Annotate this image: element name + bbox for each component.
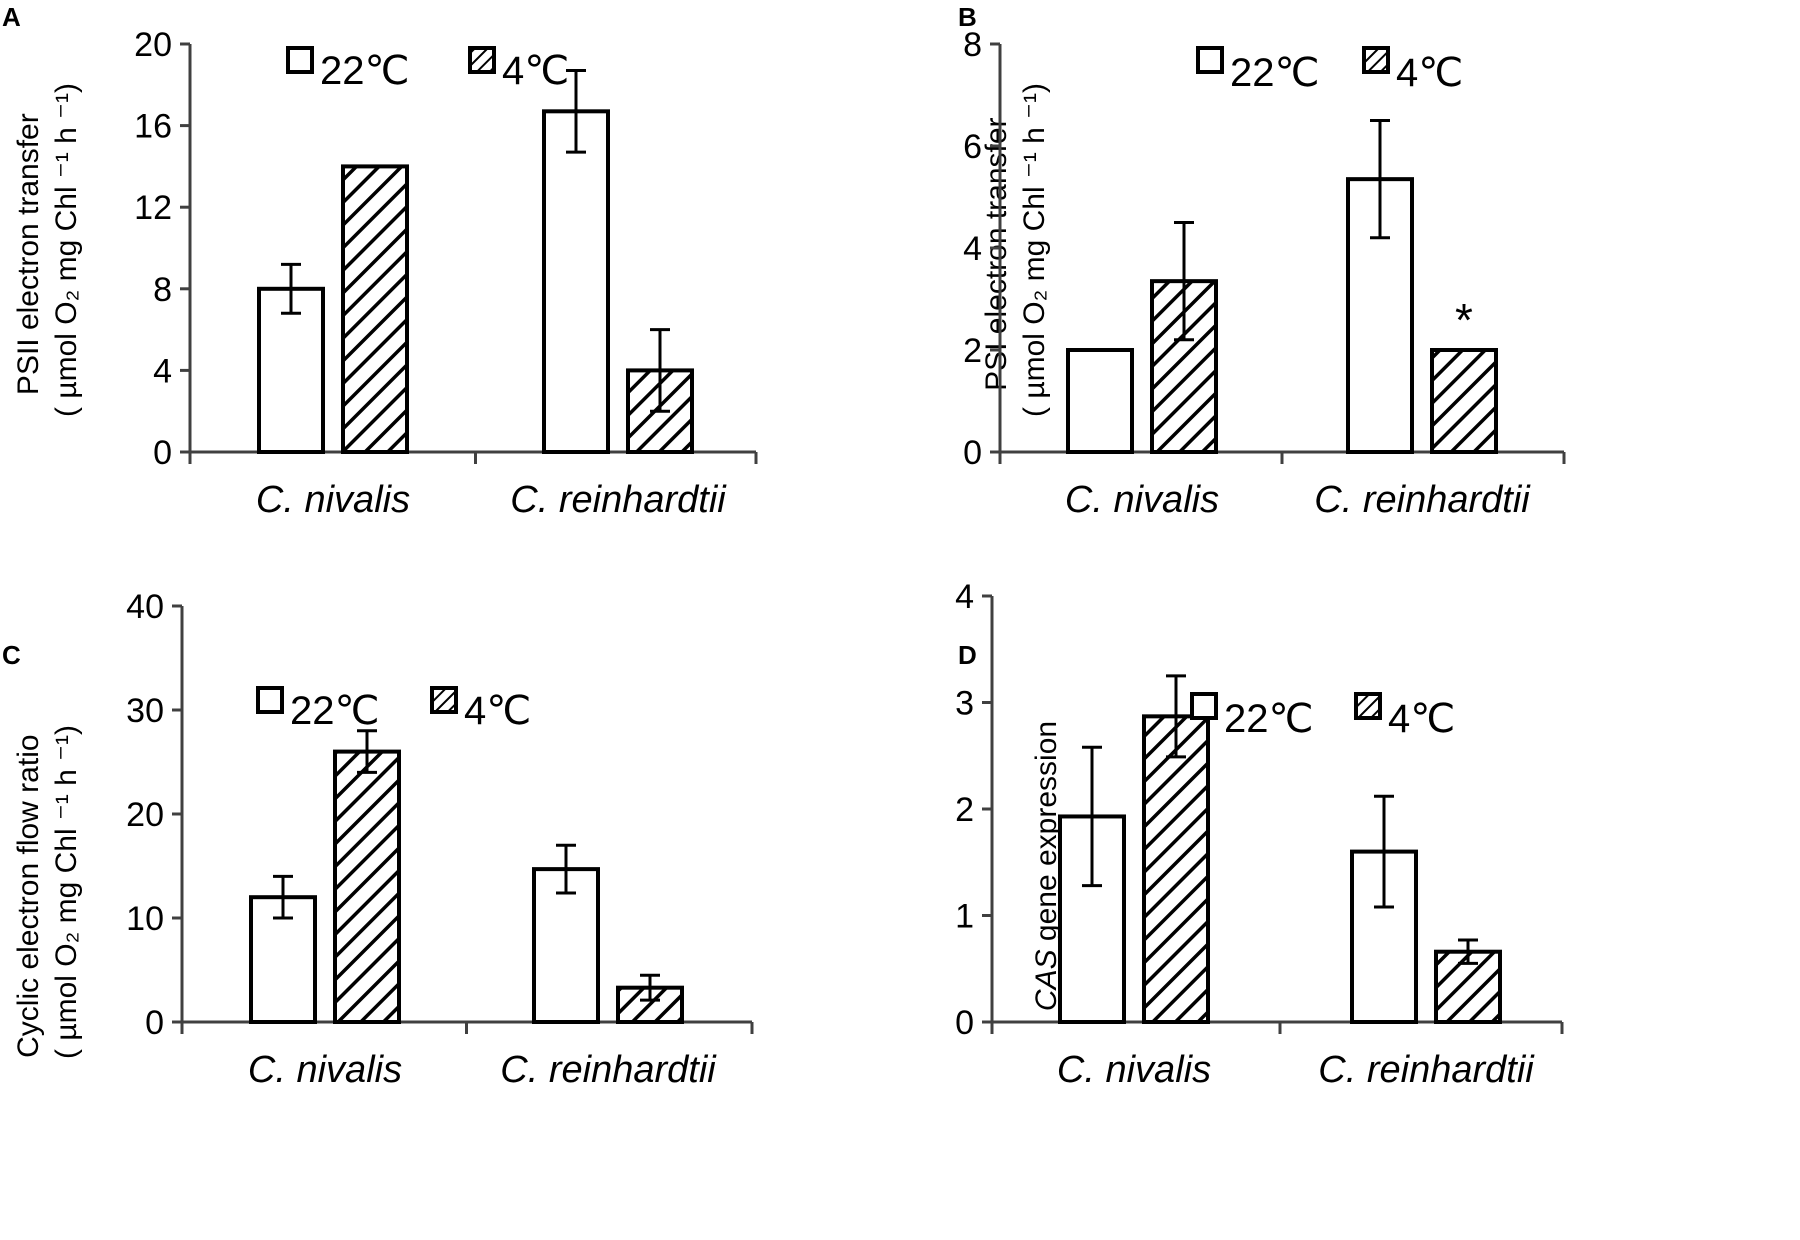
y-axis-title-b-line1: PSI electron transfer (980, 117, 1013, 390)
y-tick-label-c: 10 (126, 900, 164, 938)
significance-star-b: * (1455, 294, 1473, 346)
y-axis-title-b: PSI electron transfer ( µmol O₂ mg Chl ⁻… (980, 83, 1051, 417)
y-axis-title-a: PSII electron transfer ( µmol O₂ mg Chl … (12, 83, 83, 417)
legend-swatch-4c-d (1354, 692, 1382, 720)
y-tick-label-b: 2 (963, 332, 982, 370)
legend-label-4c-c: 4℃ (464, 689, 531, 733)
panel-b: B PSI electron transfer ( µmol O₂ mg Chl… (958, 2, 1566, 521)
category-label-d: C. nivalis (1057, 1049, 1211, 1091)
category-label-d: C. reinhardtii (1318, 1049, 1535, 1091)
legend-swatch-4c-a (468, 46, 496, 74)
legend-a: 22℃ 4℃ (286, 46, 569, 93)
bar-d-4c (1434, 949, 1502, 1025)
legend-swatch-22c-a (286, 46, 314, 74)
category-label-a: C. nivalis (256, 479, 410, 521)
y-tick-label-a: 12 (134, 189, 172, 227)
legend-label-4c-a: 4℃ (502, 49, 569, 93)
y-tick-label-c: 20 (126, 796, 164, 834)
bar-a-22c (257, 286, 325, 454)
y-axis-title-a-line1: PSII electron transfer (12, 113, 45, 395)
y-axis-title-d-rest: gene expression (1030, 721, 1063, 950)
category-label-b: C. reinhardtii (1314, 479, 1531, 521)
legend-label-4c-d: 4℃ (1388, 697, 1455, 741)
bar-c-4c (333, 749, 401, 1024)
y-tick-label-d: 4 (955, 578, 974, 616)
panel-label-b: B (958, 2, 977, 32)
bar-a-22c (542, 109, 610, 454)
legend-swatch-22c-d (1190, 692, 1218, 720)
legend-swatch-4c-c (430, 686, 458, 714)
panel-label-a: A (2, 2, 21, 32)
legend-label-22c-b: 22℃ (1230, 51, 1319, 95)
legend-label-22c-d: 22℃ (1224, 697, 1313, 741)
y-axis-title-c-line2: ( µmol O₂ mg Chl ⁻¹ h ⁻¹) (50, 725, 83, 1059)
plot-area-d: 0 1 2 3 4 C. nivalis C. reinhardtii (955, 578, 1564, 1091)
y-axis-title-c: Cyclic electron flow ratio ( µmol O₂ mg … (12, 725, 83, 1059)
legend-d: 22℃ 4℃ (1190, 692, 1455, 741)
plot-area-c: 0 10 20 30 40 C. nivalis C. reinhardtii (126, 588, 754, 1091)
legend-label-4c-b: 4℃ (1396, 51, 1463, 95)
y-tick-label-b: 4 (963, 230, 982, 268)
y-tick-label-b: 0 (963, 434, 982, 472)
bar-a-4c (341, 164, 409, 454)
bar-d-4c (1142, 714, 1210, 1024)
y-axis-title-b-line2: ( µmol O₂ mg Chl ⁻¹ h ⁻¹) (1018, 83, 1051, 417)
legend-c: 22℃ 4℃ (256, 686, 531, 733)
panel-c: C Cyclic electron flow ratio ( µmol O₂ m… (2, 588, 754, 1091)
y-tick-label-a: 4 (153, 352, 172, 390)
legend-swatch-4c-b (1362, 46, 1390, 74)
y-tick-label-c: 40 (126, 588, 164, 626)
legend-swatch-22c-c (256, 686, 284, 714)
y-axis-title-d-italic: CAS (1030, 949, 1063, 1011)
y-tick-label-a: 16 (134, 108, 172, 146)
category-label-c: C. nivalis (248, 1049, 402, 1091)
bar-b-4c (1430, 348, 1498, 454)
bar-b-22c (1066, 348, 1134, 454)
panel-a: A PSII electron transfer ( µmol O₂ mg Ch… (2, 2, 758, 521)
y-tick-label-d: 0 (955, 1004, 974, 1042)
y-tick-label-c: 30 (126, 692, 164, 730)
panel-d: D CAS gene expression 0 1 2 3 4 C. nivalis C. … (955, 578, 1564, 1091)
category-label-c: C. reinhardtii (500, 1049, 717, 1091)
plot-area-a: 0 4 8 12 16 20 C. nivalis C. reinhardtii (134, 26, 758, 521)
y-tick-label-d: 1 (955, 898, 974, 936)
y-tick-label-d: 3 (955, 685, 974, 723)
y-tick-label-a: 20 (134, 26, 172, 64)
category-label-a: C. reinhardtii (510, 479, 727, 521)
y-axis-title-a-line2: ( µmol O₂ mg Chl ⁻¹ h ⁻¹) (50, 83, 83, 417)
legend-label-22c-c: 22℃ (290, 689, 379, 733)
legend-swatch-22c-b (1196, 46, 1224, 74)
panel-label-c: C (2, 640, 21, 670)
y-tick-label-b: 6 (963, 128, 982, 166)
legend-label-22c-a: 22℃ (320, 49, 409, 93)
y-tick-label-c: 0 (145, 1004, 164, 1042)
y-tick-label-a: 0 (153, 434, 172, 472)
panel-label-d: D (958, 640, 977, 670)
y-axis-title-c-line1: Cyclic electron flow ratio (12, 734, 45, 1057)
category-label-b: C. nivalis (1065, 479, 1219, 521)
y-axis-title-d: CAS gene expression (1030, 721, 1063, 1011)
y-tick-label-a: 8 (153, 271, 172, 309)
legend-b: 22℃ 4℃ (1196, 46, 1463, 95)
plot-area-b: 0 2 4 6 8 C. nivalis C. reinhardtii * (963, 26, 1566, 521)
y-tick-label-b: 8 (963, 26, 982, 64)
y-tick-label-d: 2 (955, 791, 974, 829)
